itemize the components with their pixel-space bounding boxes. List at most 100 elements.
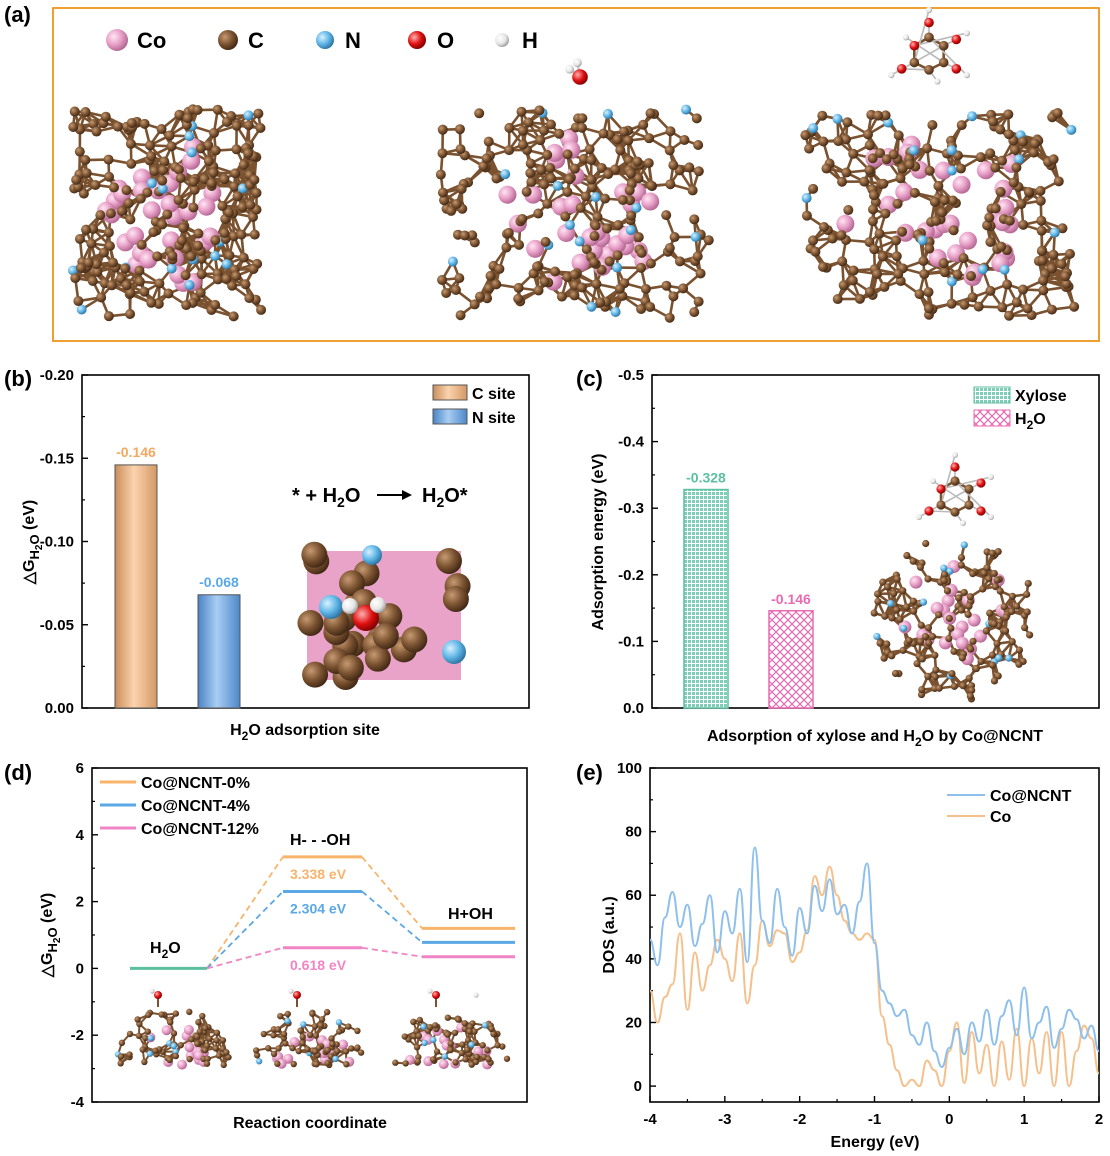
c-atom xyxy=(1003,109,1014,120)
legend-atom-swatch xyxy=(218,30,238,50)
c-atom xyxy=(924,672,932,680)
c-atom xyxy=(891,251,902,262)
c-atom xyxy=(193,1033,201,1040)
bar-value-label: -0.328 xyxy=(686,470,726,486)
c-atom xyxy=(354,1044,361,1051)
o-atom xyxy=(293,991,301,999)
x-tick-label: -2 xyxy=(793,1111,806,1128)
legend-xylose-swatch xyxy=(973,386,1011,404)
c-atom xyxy=(909,187,920,198)
c-atom xyxy=(818,136,829,147)
n-atom xyxy=(808,123,819,134)
c-atom xyxy=(134,276,145,287)
n-atom xyxy=(186,147,197,158)
c-atom xyxy=(302,661,329,688)
c-atom xyxy=(874,597,882,606)
c-atom xyxy=(990,569,998,578)
c-atom xyxy=(73,296,84,307)
c-atom xyxy=(990,677,999,685)
c-atom xyxy=(196,1028,203,1035)
c-atom xyxy=(854,293,865,304)
c-atom xyxy=(993,576,1001,584)
n-atom xyxy=(552,180,563,191)
c-atom xyxy=(899,646,907,654)
c-atom xyxy=(474,291,485,302)
legend-atom-swatch xyxy=(106,29,128,51)
c-atom xyxy=(950,647,958,655)
c-atom xyxy=(106,280,117,291)
c-atom xyxy=(312,1048,319,1055)
c-atom xyxy=(948,225,959,236)
c-atom xyxy=(916,563,925,571)
c-atom xyxy=(196,269,207,280)
c-atom xyxy=(988,549,996,557)
h-atom xyxy=(952,452,958,458)
c-atom xyxy=(195,287,206,298)
c-atom xyxy=(959,299,970,310)
c-atom xyxy=(661,210,672,221)
c-atom xyxy=(249,174,260,185)
c-atom xyxy=(864,237,875,248)
c-atom xyxy=(280,1030,288,1038)
c-atom xyxy=(614,283,625,294)
c-atom xyxy=(883,640,891,648)
c-atom xyxy=(940,576,948,585)
legend-atom-swatch xyxy=(408,31,426,49)
co-atom xyxy=(132,168,151,187)
co-atom xyxy=(958,231,977,250)
y-tick-label: -0.15 xyxy=(40,450,74,467)
c-atom xyxy=(174,109,185,120)
c-atom xyxy=(1011,297,1022,308)
c-atom xyxy=(182,113,193,124)
c-atom xyxy=(437,274,448,285)
c-atom xyxy=(958,654,966,662)
panel-a-letter: (a) xyxy=(4,2,31,27)
c-atom xyxy=(227,280,238,291)
c-atom xyxy=(139,118,150,129)
h-atom xyxy=(988,474,994,480)
c-atom xyxy=(504,122,515,133)
c-atom xyxy=(68,121,79,132)
c-atom xyxy=(464,1046,471,1054)
c-atom xyxy=(945,614,953,623)
c-atom xyxy=(156,124,167,135)
c-atom xyxy=(542,198,553,209)
c-atom xyxy=(922,143,933,154)
c-atom xyxy=(546,173,557,184)
c-atom xyxy=(955,163,966,174)
c-atom xyxy=(206,1035,213,1042)
c-atom xyxy=(1060,271,1071,282)
n-atom xyxy=(574,236,585,247)
c-atom xyxy=(274,1026,282,1033)
c-atom xyxy=(354,1027,361,1035)
c-atom xyxy=(104,171,115,182)
panel-c-legend: Xylose H2O xyxy=(973,386,1067,432)
y-tick-label: 0.0 xyxy=(623,700,644,717)
c-atom xyxy=(204,1055,211,1062)
o-atom xyxy=(924,17,934,28)
c-atom xyxy=(188,1036,195,1043)
n-atom xyxy=(610,306,621,317)
c-atom xyxy=(988,661,997,669)
c-atom xyxy=(221,273,232,284)
c-atom xyxy=(859,176,870,187)
panel-c-y-label: Adsorption energy (eV) xyxy=(590,454,607,631)
h-atom xyxy=(963,71,970,79)
c-atom xyxy=(146,151,157,162)
h-atom xyxy=(473,992,479,998)
c-atom xyxy=(964,484,974,494)
c-atom xyxy=(625,195,636,206)
n-atom xyxy=(76,304,87,315)
c-atom xyxy=(447,1040,454,1047)
panel-c-y-ticks: -0.5 -0.4 -0.3 -0.2 -0.1 0.0 xyxy=(618,367,658,717)
c-atom xyxy=(577,113,588,124)
c-atom xyxy=(297,609,324,636)
c-atom xyxy=(560,211,571,222)
c-atom xyxy=(467,230,478,241)
c-atom xyxy=(172,1010,180,1017)
c-atom xyxy=(938,258,949,269)
c-atom xyxy=(513,282,524,293)
n-atom xyxy=(420,1023,427,1030)
legend-h2o-label: H2O xyxy=(1015,411,1046,432)
